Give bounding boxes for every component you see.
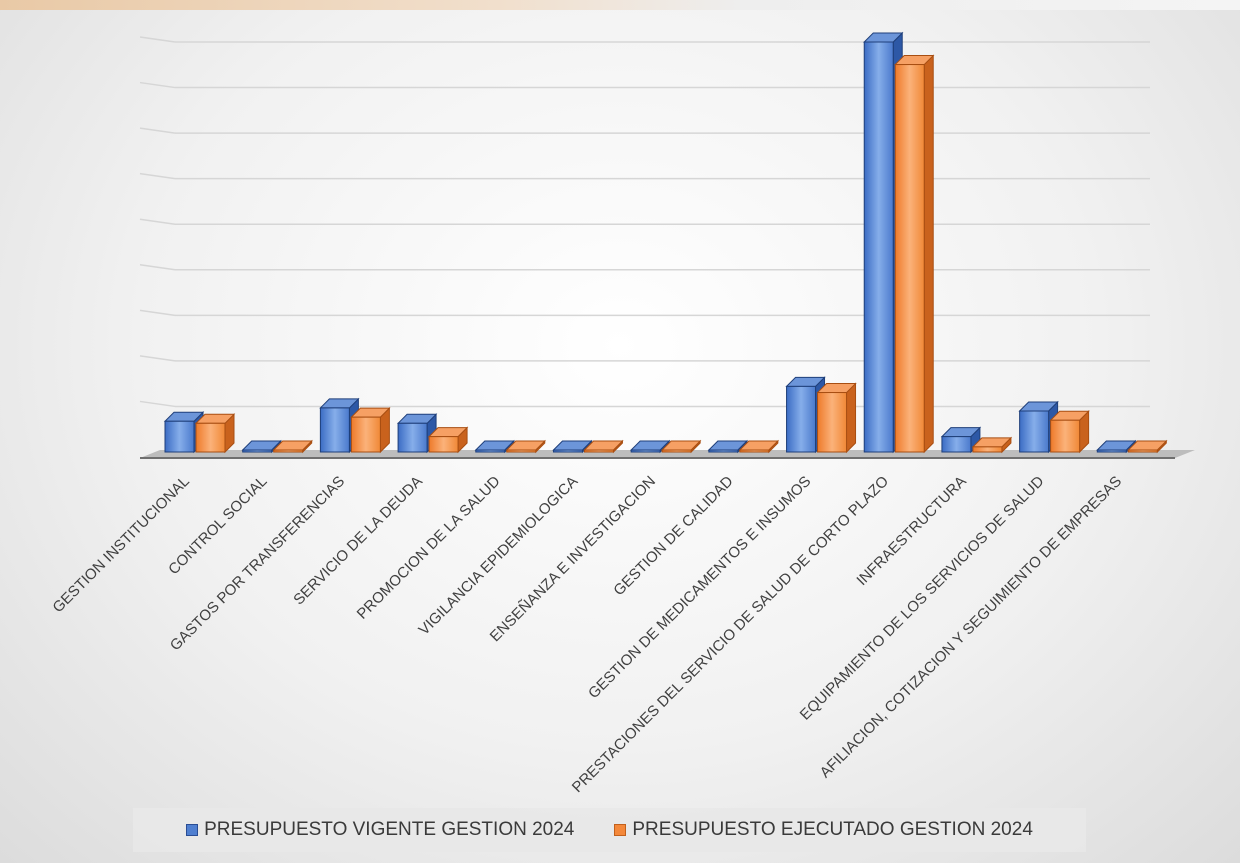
bar-front: [1127, 449, 1158, 453]
bar: [474, 439, 515, 454]
bar-front: [506, 449, 537, 453]
bar: [350, 406, 391, 454]
bar: [583, 439, 624, 454]
bar-front: [786, 385, 817, 453]
gridline-depth: [139, 36, 176, 43]
x-tick-label: PROMOCION DE LA SALUD: [354, 473, 504, 623]
bar: [940, 426, 982, 454]
x-tick-label: ENSEÑANZA E INVESTIGACION: [487, 473, 659, 645]
bar: [505, 439, 546, 454]
bar-front: [941, 436, 972, 453]
bar-front: [475, 449, 506, 453]
bar-side: [923, 54, 934, 454]
gridline-depth: [139, 400, 176, 408]
bar-front: [428, 436, 459, 453]
legend-label: PRESUPUESTO EJECUTADO GESTION 2024: [632, 819, 1033, 840]
legend-label: PRESUPUESTO VIGENTE GESTION 2024: [204, 819, 575, 840]
bar: [971, 436, 1013, 454]
bar: [738, 439, 780, 454]
bar: [272, 439, 313, 454]
gridline-depth: [139, 264, 176, 271]
bar-front: [1050, 419, 1081, 453]
bar-front: [972, 446, 1003, 453]
bar: [427, 426, 469, 454]
bar: [660, 439, 702, 454]
bar-front: [863, 41, 894, 453]
gridline-depth: [139, 127, 176, 134]
bar-front: [319, 407, 350, 453]
x-tick-label: GESTION INSTITUCIONAL: [49, 473, 192, 616]
gridline-depth: [139, 309, 176, 317]
bar-front: [630, 449, 661, 453]
bar-front: [1019, 410, 1050, 453]
legend-item-vigente: PRESUPUESTO VIGENTE GESTION 2024: [186, 819, 574, 841]
bar-front: [1096, 449, 1127, 453]
bar-front: [817, 392, 848, 453]
header-decoration: [0, 0, 1240, 10]
bar: [552, 439, 593, 454]
bar-front: [242, 449, 273, 453]
bar: [629, 439, 671, 454]
chart-legend: PRESUPUESTO VIGENTE GESTION 2024 PRESUPU…: [133, 808, 1086, 852]
bar-front: [894, 64, 925, 453]
bar: [894, 54, 935, 454]
legend-swatch-orange: [614, 824, 627, 836]
bar-front: [583, 449, 614, 453]
bar-front: [739, 449, 770, 453]
x-tick-label: AFILIACION, COTIZACION Y SEGUIMIENTO DE …: [817, 473, 1125, 781]
bar-front: [195, 422, 226, 453]
bar: [816, 382, 857, 454]
bar-front: [273, 449, 304, 453]
gridline-depth: [139, 218, 176, 225]
bar-front: [552, 449, 583, 453]
bar-side: [846, 382, 857, 454]
gridline-depth: [139, 172, 176, 180]
x-tick-label: VIGILANCIA EPIDEMIOLOGICA: [415, 473, 581, 639]
bar: [1049, 410, 1090, 454]
bar-front: [661, 449, 692, 453]
x-tick-label: GASTOS POR TRANSFERENCIAS: [167, 473, 348, 654]
bar: [241, 439, 282, 454]
bar-front: [164, 420, 195, 453]
bar-front: [708, 449, 739, 453]
legend-swatch-blue: [186, 824, 199, 836]
bar: [194, 413, 236, 454]
gridline-depth: [139, 355, 176, 362]
gridline-depth: [139, 81, 176, 89]
legend-item-ejecutado: PRESUPUESTO EJECUTADO GESTION 2024: [614, 819, 1033, 841]
x-tick-label: SERVICIO DE LA DEUDA: [290, 473, 426, 609]
bar: [1127, 439, 1168, 454]
bar-front: [397, 422, 428, 453]
bar-front: [350, 416, 381, 453]
